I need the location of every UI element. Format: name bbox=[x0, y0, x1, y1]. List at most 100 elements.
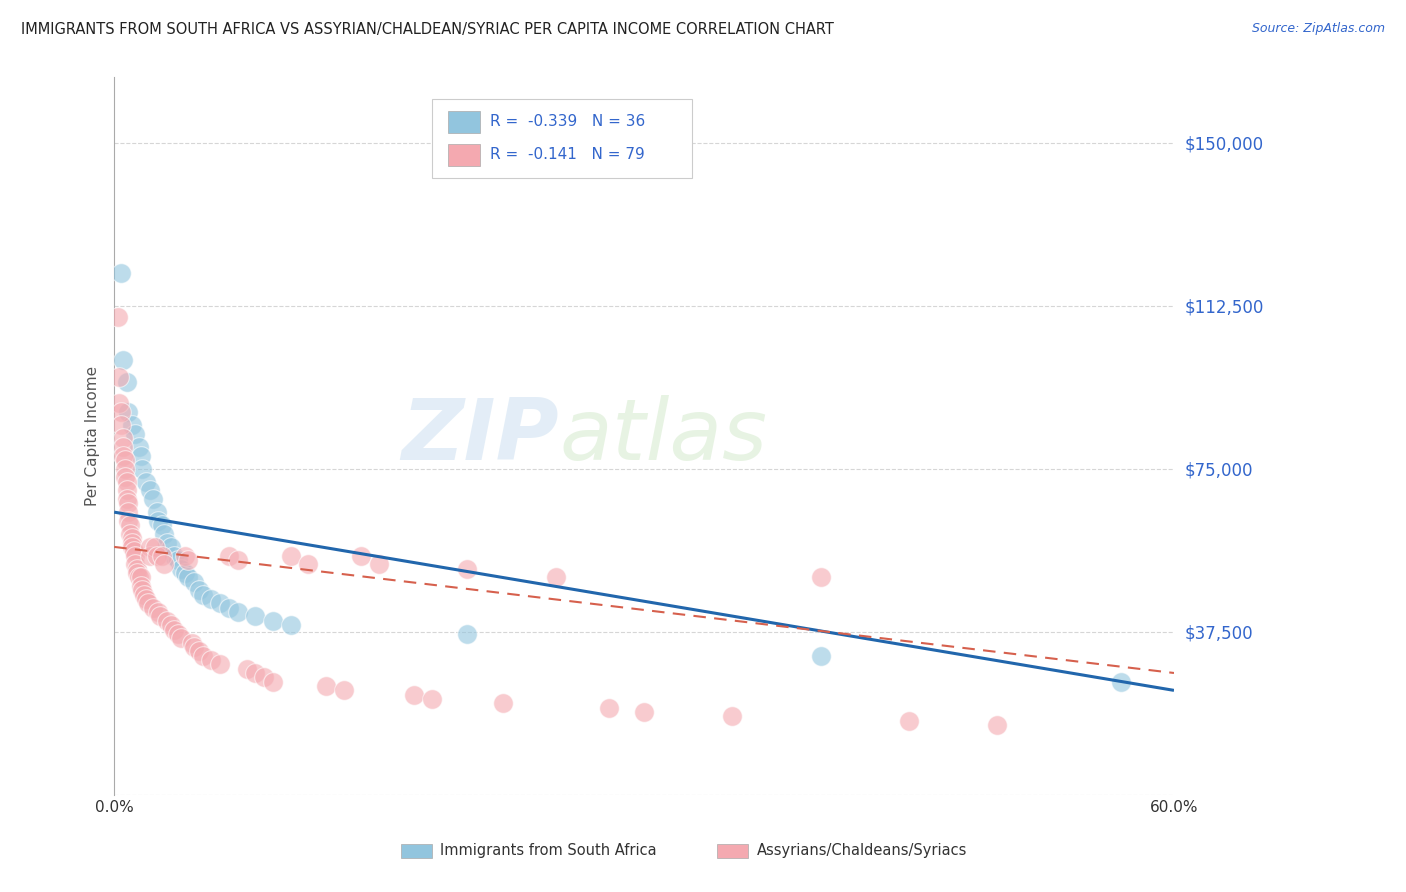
Point bbox=[110, 418, 132, 433]
FancyBboxPatch shape bbox=[449, 145, 479, 166]
Point bbox=[177, 570, 200, 584]
Point bbox=[122, 544, 145, 558]
Point bbox=[148, 605, 170, 619]
Point bbox=[280, 618, 302, 632]
Point bbox=[183, 574, 205, 589]
Point bbox=[129, 449, 152, 463]
Point bbox=[218, 549, 240, 563]
Point bbox=[150, 549, 173, 563]
Point bbox=[121, 535, 143, 549]
Point bbox=[1109, 674, 1132, 689]
Point bbox=[117, 405, 139, 419]
Point bbox=[200, 592, 222, 607]
Point bbox=[145, 549, 167, 563]
Point bbox=[156, 614, 179, 628]
Point bbox=[115, 475, 138, 489]
Point bbox=[121, 531, 143, 545]
Point bbox=[145, 505, 167, 519]
Point bbox=[110, 405, 132, 419]
Point bbox=[156, 535, 179, 549]
Text: Source: ZipAtlas.com: Source: ZipAtlas.com bbox=[1251, 22, 1385, 36]
Point bbox=[209, 596, 232, 610]
Point bbox=[262, 674, 284, 689]
Point bbox=[127, 566, 149, 580]
Point bbox=[128, 440, 150, 454]
Text: ZIP: ZIP bbox=[402, 394, 560, 477]
Text: atlas: atlas bbox=[560, 394, 768, 477]
Point bbox=[598, 700, 620, 714]
Point bbox=[177, 553, 200, 567]
Point bbox=[368, 558, 391, 572]
Point bbox=[280, 549, 302, 563]
Point bbox=[114, 470, 136, 484]
Point bbox=[898, 714, 921, 728]
Point bbox=[117, 514, 139, 528]
Point bbox=[456, 562, 478, 576]
Point bbox=[111, 353, 134, 368]
Point bbox=[159, 618, 181, 632]
Point bbox=[127, 562, 149, 576]
Point bbox=[114, 461, 136, 475]
Point bbox=[129, 579, 152, 593]
Point bbox=[121, 540, 143, 554]
Point bbox=[226, 553, 249, 567]
Y-axis label: Per Capita Income: Per Capita Income bbox=[86, 366, 100, 506]
Point bbox=[209, 657, 232, 672]
Point bbox=[180, 635, 202, 649]
Point bbox=[245, 665, 267, 680]
Point bbox=[315, 679, 337, 693]
Point bbox=[188, 583, 211, 598]
Point bbox=[120, 518, 142, 533]
Point bbox=[235, 662, 257, 676]
Point bbox=[129, 570, 152, 584]
Point bbox=[633, 705, 655, 719]
Point bbox=[134, 588, 156, 602]
Point bbox=[297, 558, 319, 572]
FancyBboxPatch shape bbox=[449, 112, 479, 133]
Text: IMMIGRANTS FROM SOUTH AFRICA VS ASSYRIAN/CHALDEAN/SYRIAC PER CAPITA INCOME CORRE: IMMIGRANTS FROM SOUTH AFRICA VS ASSYRIAN… bbox=[21, 22, 834, 37]
Point bbox=[138, 483, 160, 498]
Text: R =  -0.339   N = 36: R = -0.339 N = 36 bbox=[491, 114, 645, 129]
Point bbox=[110, 266, 132, 280]
Point bbox=[108, 370, 131, 384]
Point bbox=[121, 418, 143, 433]
Point bbox=[111, 449, 134, 463]
Point bbox=[117, 505, 139, 519]
Point bbox=[544, 570, 567, 584]
Point bbox=[420, 692, 443, 706]
Point bbox=[107, 310, 129, 324]
Point bbox=[173, 549, 195, 563]
Point bbox=[226, 605, 249, 619]
Point bbox=[253, 670, 276, 684]
Point bbox=[262, 614, 284, 628]
Point bbox=[191, 588, 214, 602]
Text: Immigrants from South Africa: Immigrants from South Africa bbox=[440, 844, 657, 858]
Point bbox=[721, 709, 744, 723]
Point bbox=[143, 540, 166, 554]
Point bbox=[986, 718, 1008, 732]
Point bbox=[115, 483, 138, 498]
Point bbox=[810, 570, 832, 584]
Point bbox=[166, 553, 188, 567]
Point bbox=[111, 440, 134, 454]
Point bbox=[124, 426, 146, 441]
Point bbox=[333, 683, 356, 698]
Point bbox=[191, 648, 214, 663]
Point bbox=[142, 492, 165, 507]
Point bbox=[131, 583, 153, 598]
Point bbox=[135, 592, 157, 607]
Point bbox=[111, 431, 134, 445]
Point bbox=[152, 558, 174, 572]
Point bbox=[188, 644, 211, 658]
FancyBboxPatch shape bbox=[432, 99, 692, 178]
Point bbox=[149, 609, 172, 624]
Point bbox=[115, 375, 138, 389]
Point bbox=[245, 609, 267, 624]
Point bbox=[138, 549, 160, 563]
Point bbox=[404, 688, 426, 702]
Point bbox=[124, 549, 146, 563]
Point bbox=[350, 549, 373, 563]
Point bbox=[135, 475, 157, 489]
Point bbox=[136, 596, 159, 610]
Point bbox=[159, 540, 181, 554]
